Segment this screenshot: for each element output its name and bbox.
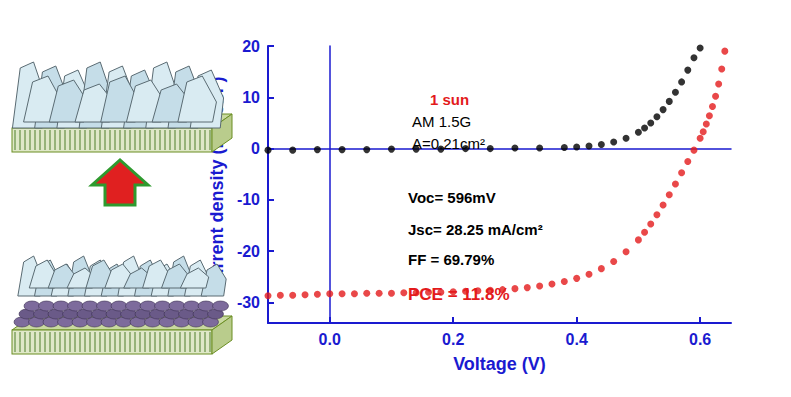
svg-text:0.2: 0.2 <box>442 331 464 348</box>
svg-text:1 sun: 1 sun <box>430 91 469 108</box>
svg-text:PCE = 11.8%: PCE = 11.8% <box>408 285 510 304</box>
svg-text:0.4: 0.4 <box>566 331 588 348</box>
svg-text:Voltage (V): Voltage (V) <box>453 354 546 374</box>
svg-text:Voc= 596mV: Voc= 596mV <box>408 189 496 206</box>
svg-text:0.6: 0.6 <box>689 331 711 348</box>
svg-text:0.0: 0.0 <box>319 331 341 348</box>
svg-text:Current density (mA/cm²): Current density (mA/cm²) <box>207 76 227 293</box>
svg-text:-30: -30 <box>237 294 260 311</box>
svg-text:20: 20 <box>242 38 260 55</box>
svg-text:A=0.21cm²: A=0.21cm² <box>412 135 485 152</box>
svg-text:AM 1.5G: AM 1.5G <box>412 113 471 130</box>
svg-text:-20: -20 <box>237 243 260 260</box>
svg-text:-10: -10 <box>237 191 260 208</box>
svg-text:Jsc= 28.25 mA/cm²: Jsc= 28.25 mA/cm² <box>408 221 543 238</box>
svg-text:FF = 69.79%: FF = 69.79% <box>408 251 494 268</box>
svg-text:0: 0 <box>251 140 260 157</box>
svg-text:10: 10 <box>242 89 260 106</box>
